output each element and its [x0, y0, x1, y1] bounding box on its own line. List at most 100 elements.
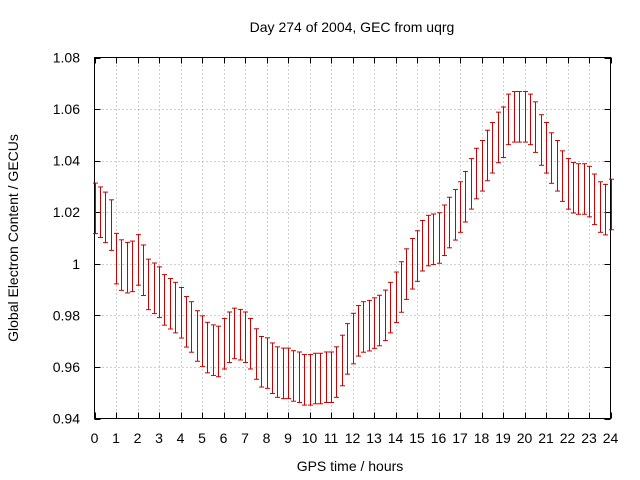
error-bar [281, 347, 286, 400]
error-bar [130, 240, 135, 293]
error-bar [318, 352, 323, 405]
error-bar [458, 181, 463, 233]
error-bar [216, 325, 221, 378]
error-bar [528, 93, 533, 146]
error-bar [340, 334, 345, 387]
y-tick-label: 1.08 [53, 50, 80, 66]
error-bar [291, 350, 296, 402]
x-tick-labels: 0 1 2 3 4 5 6 7 8 9 10 11 12 13 14 15 16 17 18 19 20 21 22 23 24 [91, 430, 619, 446]
error-bar [523, 91, 528, 143]
error-bar [490, 121, 495, 174]
error-bar [367, 299, 372, 352]
error-bar [297, 351, 302, 404]
x-tick-label: 10 [302, 430, 318, 446]
error-bar [243, 311, 248, 364]
error-bar [324, 351, 329, 404]
error-bar [119, 239, 124, 291]
y-tick-label: 1 [72, 256, 80, 272]
error-bar [157, 266, 162, 318]
error-bar [555, 140, 560, 192]
error-bar [103, 191, 108, 244]
y-tick-label: 1.04 [53, 153, 80, 169]
error-bar [136, 234, 141, 286]
x-tick-label: 19 [495, 430, 511, 446]
x-tick-label: 13 [366, 430, 382, 446]
error-bar [162, 274, 167, 326]
x-tick-label: 7 [241, 430, 249, 446]
x-tick-label: 16 [431, 430, 447, 446]
error-bar [200, 315, 205, 367]
error-bar [259, 336, 264, 388]
error-bar [410, 238, 415, 290]
error-bar [195, 310, 200, 362]
error-bar [517, 91, 522, 143]
error-bar [399, 261, 404, 313]
error-bar [394, 271, 399, 324]
error-bar [582, 163, 587, 215]
error-bar [238, 308, 243, 361]
error-bar [415, 230, 420, 282]
x-tick-label: 21 [538, 430, 554, 446]
x-tick-label: 1 [112, 430, 120, 446]
error-bar [469, 158, 474, 210]
error-bar [270, 342, 275, 394]
error-bar [372, 297, 377, 349]
error-bar [549, 132, 554, 184]
grid-lines [94, 57, 611, 419]
error-bar [356, 305, 361, 357]
error-bar [286, 347, 291, 400]
error-bar [480, 140, 485, 192]
error-bar [539, 114, 544, 166]
y-tick-label: 1.02 [53, 204, 80, 220]
error-bar [603, 183, 608, 236]
y-tick-label: 0.98 [53, 307, 80, 323]
error-bar [426, 214, 431, 267]
error-bar [302, 354, 307, 406]
error-bar [189, 301, 194, 353]
x-tick-label: 5 [198, 430, 206, 446]
x-tick-label: 6 [220, 430, 228, 446]
error-bar [227, 311, 232, 364]
error-bar [533, 101, 538, 153]
x-tick-label: 18 [474, 430, 490, 446]
error-bar [571, 161, 576, 214]
error-bar [609, 178, 614, 231]
error-bar [383, 289, 388, 342]
error-bar [592, 173, 597, 226]
chart-title: Day 274 of 2004, GEC from uqrg [250, 19, 455, 35]
axis-ticks [94, 57, 612, 420]
error-bar [313, 352, 318, 405]
error-bar [431, 213, 436, 266]
error-bar [265, 337, 270, 389]
x-tick-label: 8 [263, 430, 271, 446]
error-bar [345, 323, 350, 375]
error-bar [566, 158, 571, 210]
error-bar [442, 204, 447, 257]
error-bar [512, 91, 517, 143]
error-bar [211, 324, 216, 376]
x-tick-label: 14 [388, 430, 404, 446]
error-bar [453, 189, 458, 241]
error-bar [275, 346, 280, 398]
error-bar [447, 196, 452, 249]
error-bar [205, 321, 210, 374]
error-bar [232, 307, 237, 360]
error-bar [485, 129, 490, 182]
x-tick-label: 15 [409, 430, 425, 446]
error-bar [420, 219, 425, 272]
error-bar [152, 262, 157, 315]
error-bar [544, 121, 549, 174]
error-bar [308, 354, 313, 406]
error-bar [437, 212, 442, 264]
y-axis-label: Global Electron Content / GECUs [5, 134, 21, 342]
plot-frame [94, 57, 611, 419]
error-bar [501, 106, 506, 159]
error-bar [576, 163, 581, 215]
error-bar [496, 111, 501, 164]
error-bar [463, 170, 468, 223]
error-bar [329, 351, 334, 404]
x-tick-label: 2 [134, 430, 142, 446]
error-bar [179, 287, 184, 339]
